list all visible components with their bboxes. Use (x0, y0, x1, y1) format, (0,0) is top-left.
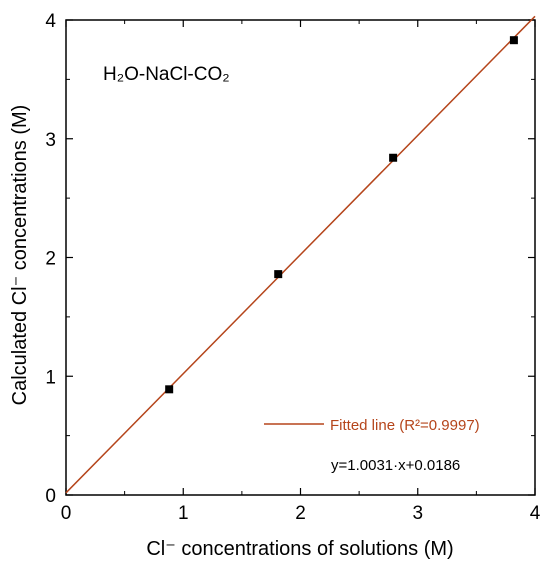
legend-label: Fitted line (R²=0.9997) (330, 417, 480, 434)
y-tick-label: 4 (45, 11, 56, 32)
x-tick-label: 0 (61, 503, 72, 524)
y-axis-label: Calculated Cl⁻ concentrations (M) (9, 105, 31, 406)
axis-tick-labels: 0 1 2 3 4 0 1 2 3 4 (45, 11, 540, 524)
y-tick-label: 0 (45, 486, 56, 507)
data-point (389, 153, 398, 162)
data-point (509, 36, 518, 45)
x-tick-label: 1 (178, 503, 189, 524)
y-tick-label: 2 (45, 249, 56, 270)
data-points (165, 36, 518, 394)
system-label: H₂O-NaCl-CO₂ (103, 64, 230, 85)
x-tick-label: 2 (295, 503, 306, 524)
equation-annotation: y=1.0031·x+0.0186 (331, 457, 460, 474)
data-point (274, 270, 283, 279)
data-point (165, 385, 174, 394)
x-tick-label: 4 (530, 503, 541, 524)
fitted-line (65, 15, 536, 494)
y-tick-label: 3 (45, 130, 56, 151)
x-tick-label: 3 (412, 503, 423, 524)
y-tick-label: 1 (45, 367, 56, 388)
x-axis-label: Cl⁻ concentrations of solutions (M) (146, 538, 453, 560)
